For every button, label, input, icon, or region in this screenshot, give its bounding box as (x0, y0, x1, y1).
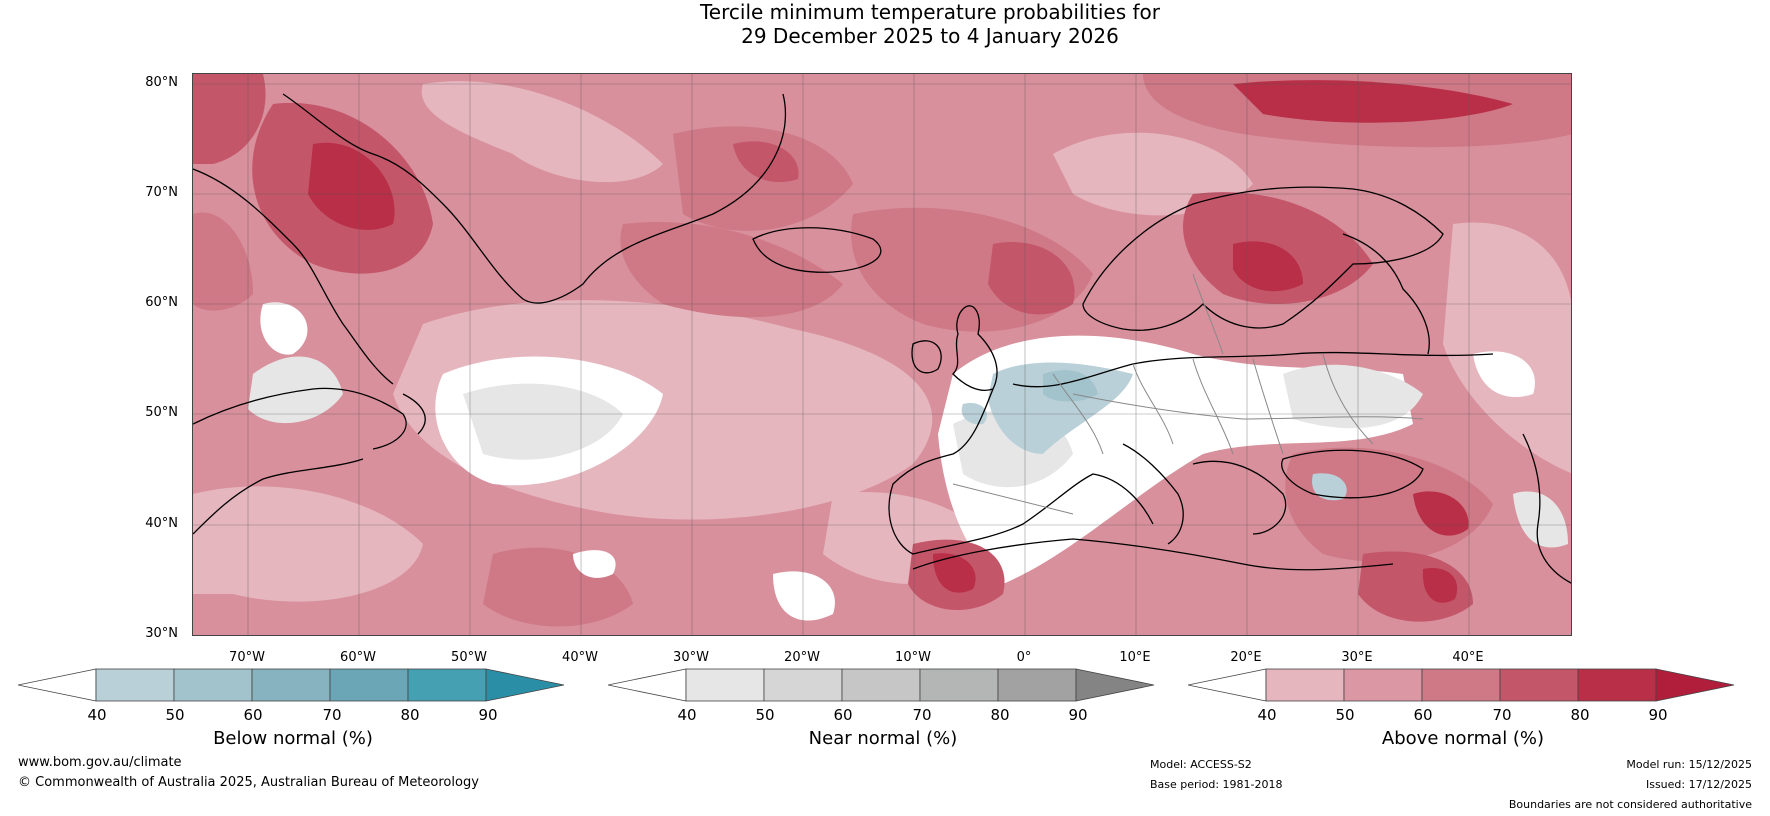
colorbar-segment (251, 668, 331, 702)
colorbar-under-triangle (1188, 668, 1267, 702)
below-tick-60: 60 (243, 706, 263, 724)
lat-label-60n: 60°N (145, 295, 178, 310)
lon-label-60w: 60°W (340, 650, 376, 665)
below-normal-title: Below normal (%) (213, 728, 373, 749)
colorbar-segment (763, 668, 843, 702)
base-period-text: Base period: 1981-2018 (1150, 778, 1283, 791)
lat-label-50n: 50°N (145, 405, 178, 420)
colorbar-segment (685, 668, 765, 702)
below-tick-80: 80 (400, 706, 420, 724)
colorbar-segment (1343, 668, 1423, 702)
near-tick-80: 80 (990, 706, 1010, 724)
lon-label-0: 0° (1016, 650, 1032, 665)
colorbar-segment (1421, 668, 1501, 702)
colorbar-over-triangle (1655, 668, 1735, 702)
probability-map (192, 73, 1572, 636)
below-tick-70: 70 (322, 706, 342, 724)
near-normal-title: Near normal (%) (808, 728, 958, 749)
colorbar-segment (1265, 668, 1345, 702)
colorbar-over-triangle (1075, 668, 1155, 702)
map-title: Tercile minimum temperature probabilitie… (0, 0, 1770, 48)
lon-label-20e: 20°E (1230, 650, 1262, 665)
model-run-text: Model run: 15/12/2025 (1626, 758, 1752, 771)
below-tick-50: 50 (165, 706, 185, 724)
lon-label-70w: 70°W (229, 650, 265, 665)
colorbar-segment (95, 668, 175, 702)
title-line-2: 29 December 2025 to 4 January 2026 (741, 24, 1119, 48)
near-tick-50: 50 (755, 706, 775, 724)
colorbar-segment (919, 668, 999, 702)
website-link[interactable]: www.bom.gov.au/climate (18, 755, 182, 770)
colorbar-above-normal (1188, 668, 1735, 702)
copyright-text: © Commonwealth of Australia 2025, Austra… (18, 775, 479, 790)
lon-label-40w: 40°W (562, 650, 598, 665)
title-line-1: Tercile minimum temperature probabilitie… (699, 0, 1161, 24)
near-tick-70: 70 (912, 706, 932, 724)
lon-label-20w: 20°W (784, 650, 820, 665)
colorbar-near-normal (608, 668, 1155, 702)
colorbar-segment (841, 668, 921, 702)
above-tick-40: 40 (1257, 706, 1277, 724)
colorbar-segment (173, 668, 253, 702)
below-tick-90: 90 (478, 706, 498, 724)
near-tick-90: 90 (1068, 706, 1088, 724)
lon-label-30w: 30°W (673, 650, 709, 665)
above-tick-70: 70 (1492, 706, 1512, 724)
above-tick-60: 60 (1413, 706, 1433, 724)
lon-label-30e: 30°E (1341, 650, 1373, 665)
colorbar-segment (1577, 668, 1657, 702)
lon-label-10w: 10°W (895, 650, 931, 665)
above-normal-title: Above normal (%) (1381, 728, 1545, 749)
colorbar-segment (997, 668, 1077, 702)
colorbar-over-triangle (485, 668, 565, 702)
above-tick-90: 90 (1648, 706, 1668, 724)
lat-label-40n: 40°N (145, 516, 178, 531)
colorbar-under-triangle (608, 668, 687, 702)
above-tick-80: 80 (1570, 706, 1590, 724)
lat-label-80n: 80°N (145, 75, 178, 90)
lat-label-30n: 30°N (145, 626, 178, 641)
colorbar-segment (407, 668, 487, 702)
above-tick-50: 50 (1335, 706, 1355, 724)
near-tick-40: 40 (677, 706, 697, 724)
near-tick-60: 60 (833, 706, 853, 724)
disclaimer-text: Boundaries are not considered authoritat… (1508, 798, 1752, 811)
colorbar-below-normal (18, 668, 565, 702)
colorbar-under-triangle (18, 668, 97, 702)
colorbar-segment (329, 668, 409, 702)
model-text: Model: ACCESS-S2 (1150, 758, 1252, 771)
issued-text: Issued: 17/12/2025 (1645, 778, 1752, 791)
lon-label-10e: 10°E (1119, 650, 1151, 665)
below-tick-40: 40 (87, 706, 107, 724)
lon-label-40e: 40°E (1452, 650, 1484, 665)
lat-label-70n: 70°N (145, 185, 178, 200)
lon-label-50w: 50°W (451, 650, 487, 665)
colorbar-segment (1499, 668, 1579, 702)
